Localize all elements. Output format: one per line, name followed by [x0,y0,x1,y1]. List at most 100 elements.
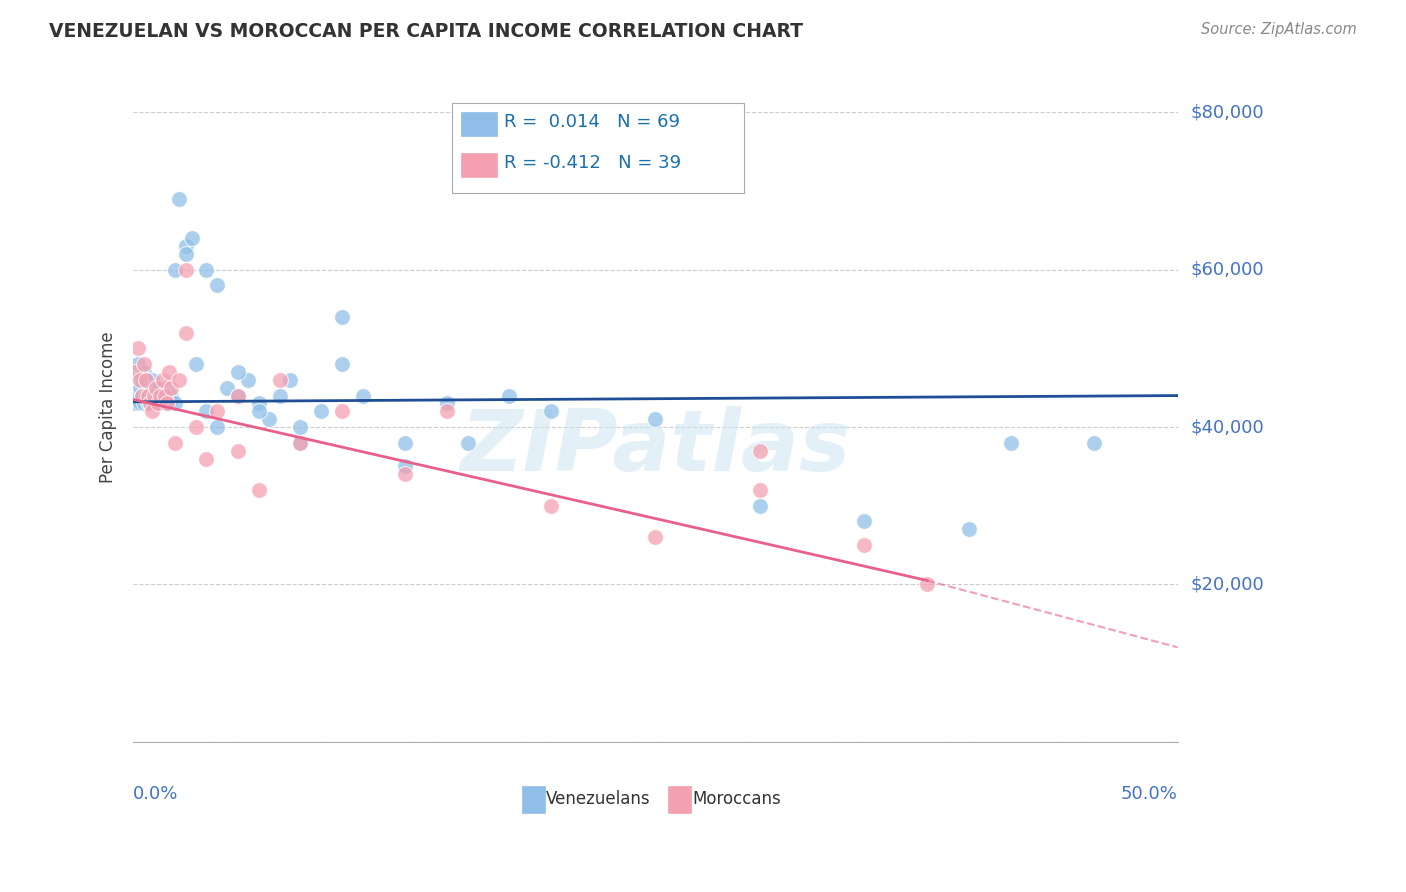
Point [290,420,312,434]
Point [226,388,249,402]
Point [226,365,249,379]
Point [127,357,149,371]
Point [169,192,191,206]
Point [290,435,312,450]
Text: Venezuelans: Venezuelans [546,789,651,807]
Point [148,381,170,395]
Point [352,388,374,402]
FancyBboxPatch shape [668,786,690,813]
Point [540,499,562,513]
Point [139,396,162,410]
Point [330,357,353,371]
Point [436,396,458,410]
Text: $20,000: $20,000 [1189,575,1264,593]
Point [180,231,202,245]
Point [141,388,163,402]
Point [165,435,187,450]
Point [124,373,146,387]
Point [174,262,197,277]
Text: VENEZUELAN VS MOROCCAN PER CAPITA INCOME CORRELATION CHART: VENEZUELAN VS MOROCCAN PER CAPITA INCOME… [49,22,803,41]
Text: $60,000: $60,000 [1189,260,1264,278]
Point [136,388,159,402]
Point [311,404,333,418]
Point [127,388,149,402]
Point [1000,435,1022,450]
Point [247,404,270,418]
Point [156,381,179,395]
Point [853,515,876,529]
Point [184,420,207,434]
Y-axis label: Per Capita Income: Per Capita Income [100,332,117,483]
Point [195,262,218,277]
Point [128,381,150,395]
Point [145,396,167,410]
Point [174,326,197,340]
Point [132,357,155,371]
Point [217,381,239,395]
Point [394,435,416,450]
Point [238,373,260,387]
Point [205,420,228,434]
Text: R = -0.412   N = 39: R = -0.412 N = 39 [505,154,681,172]
Point [160,388,183,402]
FancyBboxPatch shape [461,112,496,136]
Point [135,388,157,402]
Point [145,381,167,395]
Point [156,396,179,410]
Point [269,373,291,387]
Point [165,262,187,277]
Point [247,483,270,497]
Point [153,388,176,402]
Point [127,342,149,356]
Point [152,373,174,387]
Point [269,388,291,402]
Point [498,388,520,402]
Point [957,522,980,536]
Point [136,388,159,402]
Text: $40,000: $40,000 [1189,418,1264,436]
Point [226,443,249,458]
Point [226,388,249,402]
Text: 0.0%: 0.0% [134,785,179,803]
Point [394,467,416,482]
Point [131,388,153,402]
Text: Moroccans: Moroccans [692,789,780,807]
Point [915,577,938,591]
Point [149,388,172,402]
Point [540,404,562,418]
Point [205,278,228,293]
Point [748,499,770,513]
Point [205,404,228,418]
Point [748,483,770,497]
Point [160,381,183,395]
Point [153,396,176,410]
Point [174,239,197,253]
Point [169,373,191,387]
Point [128,373,150,387]
Point [124,396,146,410]
Point [278,373,301,387]
Point [184,357,207,371]
Point [330,310,353,324]
Point [247,396,270,410]
Point [139,396,162,410]
Point [457,435,479,450]
Point [132,365,155,379]
Text: $80,000: $80,000 [1189,103,1264,121]
Point [174,247,197,261]
Point [165,396,187,410]
Point [1083,435,1105,450]
Point [149,396,172,410]
Point [143,388,166,402]
Point [141,373,163,387]
Point [157,396,180,410]
Point [143,388,166,402]
Point [139,381,162,395]
Point [644,530,666,544]
Point [748,443,770,458]
Point [153,388,176,402]
Text: Source: ZipAtlas.com: Source: ZipAtlas.com [1201,22,1357,37]
Point [436,404,458,418]
Point [394,459,416,474]
FancyBboxPatch shape [522,786,544,813]
